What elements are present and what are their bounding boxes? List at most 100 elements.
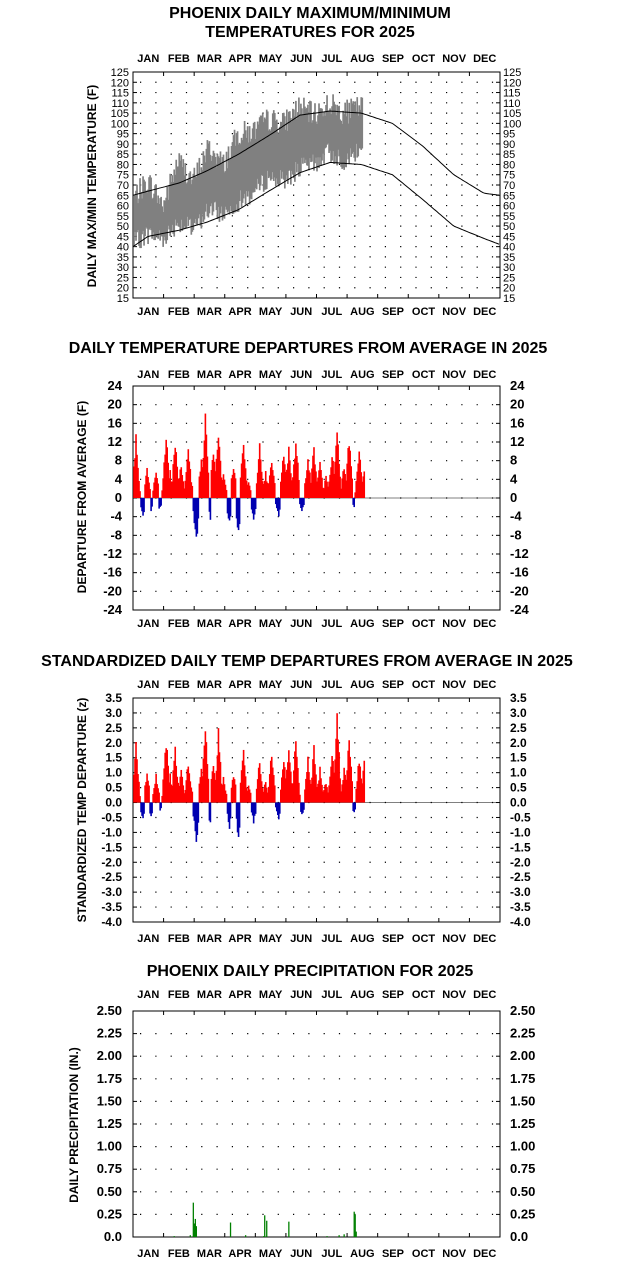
- chart3-ytick-left: 1.0: [105, 766, 122, 780]
- chart2-month-bottom-may: MAY: [259, 618, 283, 630]
- chart4-ytick-right: 1.50: [510, 1093, 535, 1108]
- chart4-ytick-right: 0.50: [510, 1184, 535, 1199]
- chart4-month-top-jul: JUL: [321, 989, 342, 1001]
- chart3-ytick-left: -1.5: [101, 840, 122, 854]
- chart1-ytick-left: 100: [111, 118, 129, 130]
- chart3-ytick-right: 3.0: [510, 706, 527, 720]
- chart2-month-top-mar: MAR: [197, 369, 222, 381]
- chart2-month-top-aug: AUG: [350, 369, 374, 381]
- chart3-month-bottom-jul: JUL: [321, 933, 342, 945]
- chart1-month-top-jun: JUN: [290, 53, 312, 65]
- chart3-ytick-left: 3.0: [105, 706, 122, 720]
- chart2-ytick-left: 24: [108, 378, 123, 393]
- chart4-ytick-left: 0.0: [104, 1229, 122, 1244]
- chart3-ytick-right: 1.5: [510, 751, 527, 765]
- chart4-ytick-right: 0.25: [510, 1206, 535, 1221]
- chart4-month-top-aug: AUG: [350, 989, 374, 1001]
- chart1-ytick-right: 45: [503, 231, 515, 243]
- chart2-ytick-left: -8: [110, 527, 122, 542]
- chart1-title-line2: TEMPERATURES FOR 2025: [205, 24, 415, 41]
- chart4-ytick-right: 1.75: [510, 1071, 535, 1086]
- chart1-ytick-right: 120: [503, 77, 521, 89]
- chart1-month-top-may: MAY: [259, 53, 283, 65]
- chart3-month-bottom-oct: OCT: [412, 933, 436, 945]
- chart1-ytick-right: 110: [503, 98, 521, 110]
- chart4-month-bottom-aug: AUG: [350, 1248, 374, 1260]
- chart2-month-bottom-apr: APR: [228, 618, 251, 630]
- chart1-month-top-feb: FEB: [168, 53, 190, 65]
- chart3-ytick-right: -2.0: [510, 855, 531, 869]
- chart3-ytick-right: 2.0: [510, 736, 527, 750]
- chart1-month-top-oct: OCT: [412, 53, 436, 65]
- chart1-ytick-right: 105: [503, 108, 521, 120]
- chart4-month-top-feb: FEB: [168, 989, 190, 1001]
- chart3-month-bottom-aug: AUG: [350, 933, 374, 945]
- chart1-ytick-right: 60: [503, 201, 515, 213]
- chart1-ytick-right: 25: [503, 272, 515, 284]
- chart1-ytick-right: 115: [503, 88, 521, 100]
- chart1-ytick-right: 50: [503, 221, 515, 233]
- chart1-ytick-left: 45: [117, 231, 129, 243]
- chart2-ytick-right: 24: [510, 378, 525, 393]
- chart1-ytick-left: 50: [117, 221, 129, 233]
- chart1-ytick-right: 70: [503, 180, 515, 192]
- chart2-month-top-jun: JUN: [290, 369, 312, 381]
- chart2-ytick-left: 20: [108, 397, 122, 412]
- chart4-month-top-apr: APR: [228, 989, 251, 1001]
- chart3-ytick-left: -4.0: [101, 915, 122, 929]
- chart4-month-bottom-oct: OCT: [412, 1248, 436, 1260]
- chart2-ytick-right: -8: [510, 527, 522, 542]
- chart3-ytick-left: -0.5: [101, 810, 122, 824]
- chart1-month-bottom-mar: MAR: [197, 306, 222, 318]
- chart3-ytick-right: -1.0: [510, 825, 531, 839]
- chart1-ytick-right: 75: [503, 170, 515, 182]
- chart4-month-top-mar: MAR: [197, 989, 222, 1001]
- chart3-ytick-left: 0.5: [105, 781, 122, 795]
- chart2-month-bottom-mar: MAR: [197, 618, 222, 630]
- chart2-ytick-right: 0: [510, 490, 517, 505]
- chart2-month-top-sep: SEP: [382, 369, 404, 381]
- chart2-ytick-right: -16: [510, 565, 529, 580]
- chart3-ytick-left: 3.5: [105, 691, 122, 705]
- chart2-month-top-nov: NOV: [442, 369, 467, 381]
- chart1-ytick-left: 115: [111, 88, 129, 100]
- chart1-month-top-sep: SEP: [382, 53, 404, 65]
- chart2-ytick-left: -16: [103, 565, 122, 580]
- chart1-ytick-left: 70: [117, 180, 129, 192]
- chart2-month-bottom-dec: DEC: [473, 618, 496, 630]
- chart2-ytick-left: 12: [108, 434, 122, 449]
- chart1-ytick-right: 40: [503, 242, 515, 254]
- chart1-ytick-right: 100: [503, 118, 521, 130]
- chart3-ytick-left: -2.5: [101, 870, 122, 884]
- chart2-month-bottom-jan: JAN: [137, 618, 159, 630]
- chart1-ytick-right: 85: [503, 149, 515, 161]
- chart3-month-top-jun: JUN: [290, 679, 312, 691]
- chart3-month-bottom-sep: SEP: [382, 933, 404, 945]
- chart4-month-bottom-dec: DEC: [473, 1248, 496, 1260]
- chart1-ytick-left: 95: [117, 129, 129, 141]
- chart1-ytick-left: 55: [117, 211, 129, 223]
- chart3-ytick-right: -3.5: [510, 900, 531, 914]
- chart4-month-top-dec: DEC: [473, 989, 496, 1001]
- chart1-month-top-apr: APR: [228, 53, 251, 65]
- chart2-ytick-left: 16: [108, 415, 122, 430]
- chart3-month-top-jan: JAN: [137, 679, 159, 691]
- chart1-ytick-left: 125: [111, 67, 129, 79]
- chart3-ylabel: STANDARDIZED TEMP DEPARTURE (z): [75, 698, 89, 923]
- chart1-month-bottom-aug: AUG: [350, 306, 374, 318]
- chart1-ytick-right: 20: [503, 283, 515, 295]
- chart4-ytick-right: 2.00: [510, 1048, 535, 1063]
- chart1-month-bottom-jan: JAN: [137, 306, 159, 318]
- chart3-month-top-sep: SEP: [382, 679, 404, 691]
- chart2-ytick-right: -4: [510, 509, 522, 524]
- chart1-month-bottom-nov: NOV: [442, 306, 467, 318]
- chart4-month-bottom-may: MAY: [259, 1248, 283, 1260]
- chart3-ytick-right: -1.5: [510, 840, 531, 854]
- chart2-ytick-right: 16: [510, 415, 524, 430]
- chart1-ytick-left: 90: [117, 139, 129, 151]
- chart4-title: PHOENIX DAILY PRECIPITATION FOR 2025: [147, 963, 474, 980]
- chart2-ytick-right: -12: [510, 546, 529, 561]
- chart1-ytick-left: 20: [117, 283, 129, 295]
- chart3-month-bottom-jan: JAN: [137, 933, 159, 945]
